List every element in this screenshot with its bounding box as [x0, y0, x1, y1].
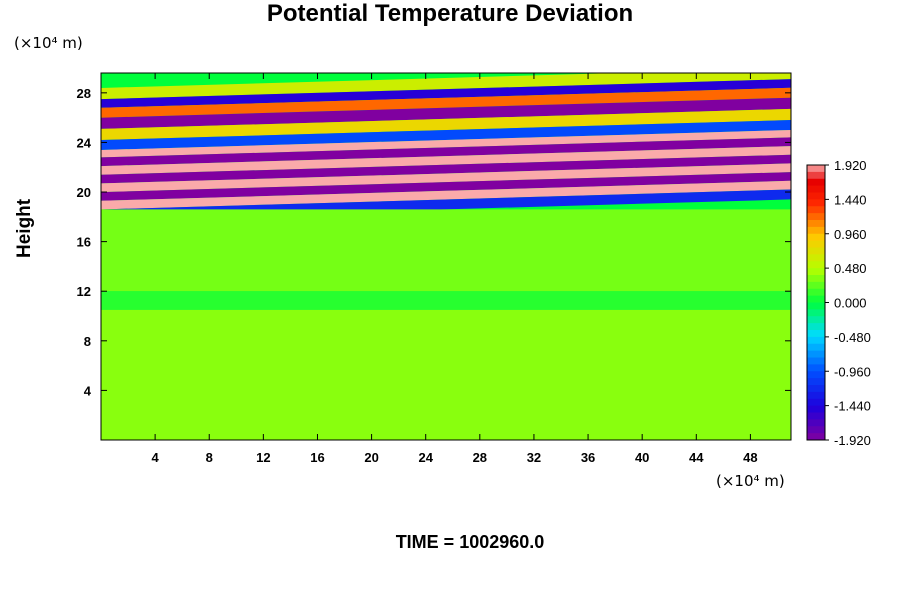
colorbar-swatch: [807, 426, 825, 434]
colorbar-swatch: [807, 213, 825, 221]
field-band: [101, 180, 791, 210]
colorbar-swatch: [807, 316, 825, 324]
colorbar-label: -0.960: [834, 364, 871, 379]
chart-title: Potential Temperature Deviation: [266, 0, 634, 27]
y-axis-unit: (×10⁴ m): [14, 34, 83, 52]
x-axis-unit: (×10⁴ m): [716, 472, 785, 490]
colorbar-swatch: [807, 192, 825, 200]
colorbar-swatch: [807, 364, 825, 372]
colorbar-label: 1.440: [834, 192, 867, 207]
colorbar-label: 0.960: [834, 227, 867, 242]
x-tick-label: 12: [256, 450, 270, 465]
x-tick-label: 4: [152, 450, 160, 465]
y-tick-label: 4: [84, 383, 92, 398]
field-band: [101, 291, 791, 310]
colorbar-swatch: [807, 199, 825, 207]
y-tick-group: 4 8 12 16 20 24 28: [77, 86, 791, 398]
x-tick-label: 24: [418, 450, 433, 465]
colorbar-swatch: [807, 350, 825, 358]
colorbar-swatch: [807, 288, 825, 297]
colorbar-swatch: [807, 165, 825, 173]
colorbar-swatch: [807, 378, 825, 386]
colorbar-swatch: [807, 240, 825, 248]
colorbar-swatch: [807, 275, 825, 283]
y-tick-label: 8: [84, 334, 91, 349]
colorbar-swatch: [807, 233, 825, 242]
colorbar-swatch: [807, 226, 825, 235]
colorbar-swatch: [807, 323, 825, 331]
colorbar-label: 1.920: [834, 158, 867, 173]
y-tick-label: 28: [77, 86, 91, 101]
colorbar-swatch: [807, 261, 825, 269]
colorbar-swatch: [807, 171, 825, 180]
x-tick-label: 48: [743, 450, 757, 465]
x-tick-label: 28: [473, 450, 487, 465]
colorbar-swatch: [807, 309, 825, 317]
x-tick-label: 16: [310, 450, 324, 465]
field-band: [101, 172, 791, 201]
x-tick-label: 40: [635, 450, 649, 465]
field-band: [101, 137, 791, 167]
x-tick-group: 4 8 12 16 20 24 28 32 36 40 44 48: [152, 73, 758, 465]
y-axis-label: Height: [14, 198, 35, 258]
y-tick-label: 24: [77, 135, 92, 150]
colorbar-swatch: [807, 247, 825, 255]
x-tick-label: 20: [364, 450, 378, 465]
x-tick-label: 44: [689, 450, 704, 465]
colorbar-swatch: [807, 206, 825, 214]
colorbar-swatch: [807, 412, 825, 420]
field-band: [101, 97, 791, 129]
field-band: [101, 154, 791, 184]
colorbar-swatch: [807, 330, 825, 338]
y-tick-label: 20: [77, 185, 91, 200]
colorbar-swatch: [807, 391, 825, 400]
colorbar-swatch: [807, 385, 825, 393]
colorbar-swatch: [807, 268, 825, 276]
colorbar-swatch: [807, 433, 825, 441]
time-label: TIME = 1002960.0: [395, 532, 545, 552]
colorbar-swatch: [807, 405, 825, 413]
field-band: [101, 108, 791, 141]
colorbar-swatch: [807, 185, 825, 193]
field-band: [101, 209, 791, 292]
x-tick-label: 8: [206, 450, 213, 465]
colorbar-label: -0.480: [834, 330, 871, 345]
y-tick-label: 12: [77, 284, 91, 299]
colorbar-swatch: [807, 398, 825, 407]
colorbar-swatch: [807, 178, 825, 187]
field-band: [101, 129, 791, 158]
colorbar-label: 0.480: [834, 261, 867, 276]
colorbar-swatch: [807, 336, 825, 345]
field-band: [101, 87, 791, 118]
colorbar-label: 0.000: [834, 296, 867, 311]
colorbar-swatch: [807, 254, 825, 262]
colorbar-swatch: [807, 357, 825, 365]
field-band: [101, 120, 791, 150]
y-tick-label: 16: [77, 235, 91, 250]
colorbar-swatch: [807, 281, 825, 290]
colorbar: 1.920 1.440 0.960 0.480 0.000 -0.480 -0.960 -1.…: [806, 158, 871, 448]
colorbar-swatch: [807, 220, 825, 228]
field-band: [101, 73, 791, 100]
colorbar-label: -1.920: [834, 433, 871, 448]
colorbar-label: -1.440: [834, 399, 871, 414]
field-band: [101, 163, 791, 193]
field-band: [101, 146, 791, 175]
colorbar-swatch: [807, 295, 825, 303]
colorbar-swatch: [807, 371, 825, 379]
x-tick-label: 32: [527, 450, 541, 465]
colorbar-swatch: [807, 343, 825, 352]
field-band: [101, 309, 791, 440]
colorbar-swatch: [807, 302, 825, 310]
field-band: [101, 79, 791, 108]
field-layer: [101, 73, 791, 440]
colorbar-swatch: [807, 419, 825, 427]
x-tick-label: 36: [581, 450, 595, 465]
plot-frame: [100, 72, 792, 441]
